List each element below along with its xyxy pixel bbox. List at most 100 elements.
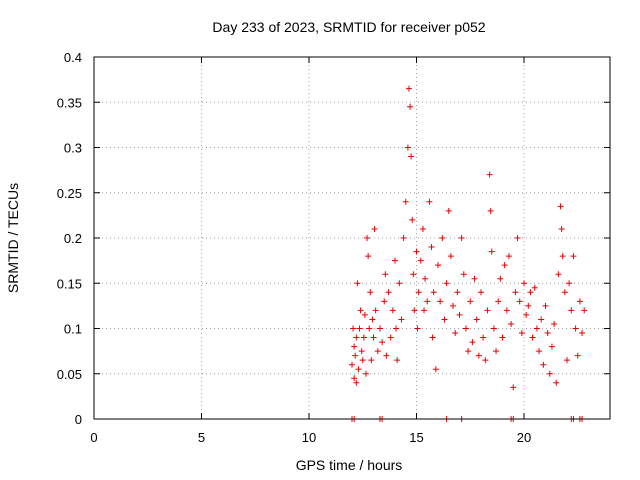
data-point bbox=[499, 334, 506, 341]
plot-frame bbox=[93, 56, 611, 420]
data-point bbox=[475, 352, 482, 359]
data-point bbox=[447, 253, 454, 260]
data-point bbox=[579, 330, 586, 337]
data-points bbox=[349, 85, 588, 391]
data-point bbox=[367, 289, 374, 296]
data-point bbox=[456, 311, 463, 318]
data-point bbox=[566, 280, 573, 287]
y-axis-label: SRMTID / TECUs bbox=[5, 183, 21, 293]
data-point bbox=[410, 271, 417, 278]
data-point bbox=[422, 275, 429, 282]
x-tick-label: 5 bbox=[198, 430, 205, 445]
data-point bbox=[421, 307, 428, 314]
data-point bbox=[437, 298, 444, 305]
data-point bbox=[553, 379, 560, 386]
data-point bbox=[357, 307, 364, 314]
data-point bbox=[458, 235, 465, 241]
x-axis-label: GPS time / hours bbox=[296, 457, 403, 473]
data-point bbox=[559, 253, 566, 260]
x-tick-label: 10 bbox=[302, 430, 316, 445]
data-point bbox=[371, 225, 378, 232]
data-point bbox=[454, 289, 461, 296]
data-point bbox=[493, 348, 500, 355]
data-point bbox=[505, 253, 512, 260]
data-point bbox=[400, 235, 407, 241]
data-point bbox=[503, 307, 510, 314]
data-point bbox=[353, 334, 360, 341]
data-point bbox=[473, 316, 480, 323]
data-point bbox=[426, 198, 433, 205]
data-point bbox=[359, 357, 366, 364]
y-tick-label: 0.25 bbox=[57, 186, 82, 201]
data-point bbox=[542, 302, 549, 309]
data-point bbox=[576, 298, 583, 305]
data-point bbox=[370, 334, 377, 341]
data-point bbox=[469, 339, 476, 346]
data-point bbox=[514, 235, 521, 241]
data-point bbox=[360, 334, 367, 341]
data-point bbox=[443, 280, 450, 287]
data-point bbox=[355, 366, 362, 373]
data-point bbox=[546, 370, 553, 377]
data-point bbox=[531, 284, 538, 291]
data-point bbox=[407, 103, 414, 110]
data-point bbox=[374, 348, 381, 355]
data-point bbox=[361, 311, 368, 318]
data-point bbox=[411, 307, 418, 314]
data-point bbox=[512, 289, 519, 296]
data-point bbox=[358, 348, 365, 355]
y-tick-labels: 0 0.05 0.1 0.15 0.2 0.25 0.3 0.35 0.4 bbox=[57, 50, 82, 427]
data-point bbox=[564, 357, 570, 364]
data-point bbox=[352, 352, 359, 359]
data-point bbox=[488, 248, 495, 255]
data-point bbox=[414, 325, 421, 332]
data-point bbox=[379, 339, 386, 346]
data-point bbox=[501, 262, 508, 269]
data-point bbox=[404, 144, 411, 151]
y-tick-label: 0.3 bbox=[64, 141, 82, 156]
data-point bbox=[544, 330, 551, 337]
data-point bbox=[510, 384, 517, 391]
data-point bbox=[368, 357, 375, 364]
data-point bbox=[393, 325, 400, 332]
data-point bbox=[572, 325, 579, 332]
data-point bbox=[353, 379, 360, 386]
data-point bbox=[381, 298, 388, 305]
data-point bbox=[508, 320, 515, 327]
data-point bbox=[533, 325, 540, 332]
y-tick-label: 0.4 bbox=[64, 50, 82, 65]
data-point bbox=[445, 207, 452, 214]
data-point bbox=[415, 289, 422, 296]
y-tick-label: 0.1 bbox=[64, 322, 82, 337]
x-tick-label: 20 bbox=[517, 430, 531, 445]
data-point bbox=[389, 307, 396, 314]
data-point bbox=[369, 316, 376, 323]
data-point bbox=[385, 289, 392, 296]
data-point bbox=[523, 311, 530, 318]
data-point bbox=[419, 225, 426, 232]
data-point bbox=[349, 361, 355, 368]
data-point bbox=[376, 325, 383, 332]
data-point bbox=[516, 298, 523, 305]
data-point bbox=[487, 207, 494, 214]
data-point bbox=[354, 280, 361, 287]
data-point bbox=[441, 316, 448, 323]
data-point bbox=[366, 325, 373, 332]
data-point bbox=[396, 280, 403, 287]
data-point bbox=[490, 325, 497, 332]
data-point bbox=[387, 334, 394, 341]
data-point bbox=[548, 343, 555, 350]
data-point bbox=[478, 289, 484, 296]
data-point bbox=[405, 85, 412, 92]
data-point bbox=[536, 348, 543, 355]
data-point bbox=[383, 352, 390, 359]
data-point bbox=[392, 257, 398, 264]
x-tick-label: 0 bbox=[90, 430, 97, 445]
data-point bbox=[486, 171, 493, 178]
data-point bbox=[417, 257, 424, 264]
data-point bbox=[424, 298, 431, 305]
grid-layer bbox=[94, 57, 610, 419]
data-point bbox=[557, 203, 564, 210]
data-point bbox=[482, 357, 489, 364]
